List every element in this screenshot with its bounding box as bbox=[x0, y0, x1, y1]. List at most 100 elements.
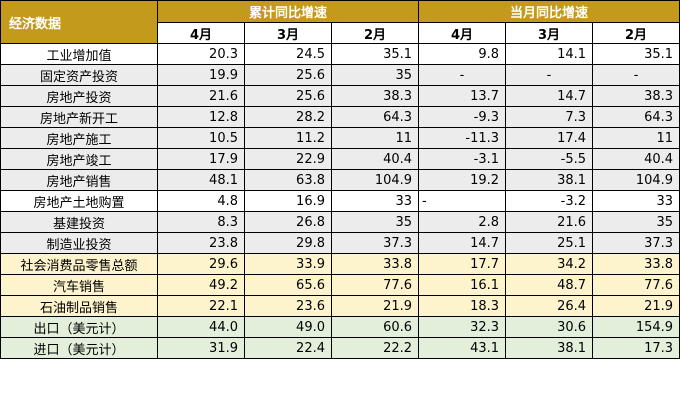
cell: 38.3 bbox=[592, 85, 680, 107]
cell: 33.8 bbox=[592, 253, 680, 275]
cell: 35 bbox=[330, 211, 420, 233]
cell: 17.3 bbox=[592, 337, 680, 359]
row-label: 固定资产投资 bbox=[0, 64, 158, 86]
table-row: 基建投资 8.3 26.8 35 2.8 21.6 35 bbox=[0, 211, 680, 233]
table-row: 房地产销售 48.1 63.8 104.9 19.2 38.1 104.9 bbox=[0, 169, 680, 191]
table-row: 房地产施工 10.5 11.2 11 -11.3 17.4 11 bbox=[0, 127, 680, 149]
cell: 23.8 bbox=[157, 232, 245, 254]
table-row: 固定资产投资 19.9 25.6 35 - - - bbox=[0, 64, 680, 86]
cell: 48.1 bbox=[157, 169, 245, 191]
cell: 35 bbox=[330, 64, 420, 86]
cell: 65.6 bbox=[244, 274, 332, 296]
row-label: 工业增加值 bbox=[0, 43, 158, 65]
cell: 17.9 bbox=[157, 148, 245, 170]
cell: 22.2 bbox=[330, 337, 420, 359]
table-row: 进口（美元计） 31.9 22.4 22.2 43.1 38.1 17.3 bbox=[0, 337, 680, 359]
cell: 40.4 bbox=[330, 148, 420, 170]
cell: 23.6 bbox=[244, 295, 332, 317]
row-label: 进口（美元计） bbox=[0, 337, 158, 359]
cell: 44.0 bbox=[157, 316, 245, 338]
cell: 24.5 bbox=[244, 43, 332, 65]
cell: 26.4 bbox=[505, 295, 594, 317]
cell: 21.9 bbox=[592, 295, 680, 317]
cell: 9.8 bbox=[418, 43, 507, 65]
table-row: 房地产竣工 17.9 22.9 40.4 -3.1 -5.5 40.4 bbox=[0, 148, 680, 170]
cell: 43.1 bbox=[418, 337, 507, 359]
cell: 33.9 bbox=[244, 253, 332, 275]
cell: 12.8 bbox=[157, 106, 245, 128]
cell: 21.6 bbox=[505, 211, 594, 233]
cell: 33 bbox=[592, 190, 680, 212]
cell: -3.2 bbox=[505, 190, 594, 212]
cell: 4.8 bbox=[157, 190, 245, 212]
row-label: 出口（美元计） bbox=[0, 316, 158, 338]
cell: 154.9 bbox=[592, 316, 680, 338]
cell: 22.4 bbox=[244, 337, 332, 359]
table-row: 汽车销售 49.2 65.6 77.6 16.1 48.7 77.6 bbox=[0, 274, 680, 296]
cell: 63.8 bbox=[244, 169, 332, 191]
cell: 29.8 bbox=[244, 232, 332, 254]
row-label: 社会消费品零售总额 bbox=[0, 253, 158, 275]
cell: 31.9 bbox=[157, 337, 245, 359]
cell: 20.3 bbox=[157, 43, 245, 65]
row-label: 基建投资 bbox=[0, 211, 158, 233]
cell: 28.2 bbox=[244, 106, 332, 128]
table-row: 房地产投资 21.6 25.6 38.3 13.7 14.7 38.3 bbox=[0, 85, 680, 107]
header-monthly-group: 当月同比增速 bbox=[418, 0, 680, 23]
header-months-row: 4月 3月 2月 4月 3月 2月 bbox=[1, 22, 680, 44]
table-row: 出口（美元计） 44.0 49.0 60.6 32.3 30.6 154.9 bbox=[0, 316, 680, 338]
cell: 37.3 bbox=[330, 232, 420, 254]
cell: 49.0 bbox=[244, 316, 332, 338]
cell: 22.9 bbox=[244, 148, 332, 170]
month-header: 2月 bbox=[592, 22, 680, 44]
cell: 64.3 bbox=[330, 106, 420, 128]
cell: 35 bbox=[592, 211, 680, 233]
cell: 11.2 bbox=[244, 127, 332, 149]
cell: 30.6 bbox=[505, 316, 594, 338]
cell: 19.2 bbox=[418, 169, 507, 191]
cell: 2.8 bbox=[418, 211, 507, 233]
cell: 19.9 bbox=[157, 64, 245, 86]
cell: 16.9 bbox=[244, 190, 332, 212]
cell: 35.1 bbox=[592, 43, 680, 65]
month-header: 2月 bbox=[330, 22, 420, 44]
row-label: 房地产销售 bbox=[0, 169, 158, 191]
cell: 17.7 bbox=[418, 253, 507, 275]
cell: -3.1 bbox=[418, 148, 507, 170]
cell: 11 bbox=[330, 127, 420, 149]
cell: 60.6 bbox=[330, 316, 420, 338]
cell: - bbox=[418, 64, 507, 86]
row-label: 汽车销售 bbox=[0, 274, 158, 296]
header-label: 经济数据 bbox=[0, 0, 158, 44]
header-group-row: 经济数据 累计同比增速 当月同比增速 bbox=[0, 0, 680, 44]
table-row: 社会消费品零售总额 29.6 33.9 33.8 17.7 34.2 33.8 bbox=[0, 253, 680, 275]
cell: -9.3 bbox=[418, 106, 507, 128]
table-row: 工业增加值 20.3 24.5 35.1 9.8 14.1 35.1 bbox=[0, 43, 680, 65]
table-body: 工业增加值 20.3 24.5 35.1 9.8 14.1 35.1 固定资产投… bbox=[0, 43, 680, 359]
cell: 14.7 bbox=[505, 85, 594, 107]
cell: 25.1 bbox=[505, 232, 594, 254]
header-cumulative-group: 累计同比增速 bbox=[156, 0, 420, 23]
cell: 38.3 bbox=[330, 85, 420, 107]
row-label: 房地产土地购置 bbox=[0, 190, 158, 212]
cell: 14.1 bbox=[505, 43, 594, 65]
cell: -11.3 bbox=[418, 127, 507, 149]
cell: 77.6 bbox=[330, 274, 420, 296]
cell: 38.1 bbox=[505, 169, 594, 191]
cell: 18.3 bbox=[418, 295, 507, 317]
cell: 32.3 bbox=[418, 316, 507, 338]
cell: 14.7 bbox=[418, 232, 507, 254]
cell: 48.7 bbox=[505, 274, 594, 296]
economic-data-table: 经济数据 累计同比增速 当月同比增速 4月 3月 2月 4月 3月 2月 工业增… bbox=[0, 0, 680, 359]
cell: 21.6 bbox=[157, 85, 245, 107]
cell: 25.6 bbox=[244, 64, 332, 86]
cell: 38.1 bbox=[505, 337, 594, 359]
cell: 29.6 bbox=[157, 253, 245, 275]
month-header: 3月 bbox=[244, 22, 332, 44]
cell: 49.2 bbox=[157, 274, 245, 296]
row-label: 制造业投资 bbox=[0, 232, 158, 254]
month-header: 4月 bbox=[418, 22, 507, 44]
cell: - bbox=[505, 64, 594, 86]
cell: 17.4 bbox=[505, 127, 594, 149]
cell: -5.5 bbox=[505, 148, 594, 170]
